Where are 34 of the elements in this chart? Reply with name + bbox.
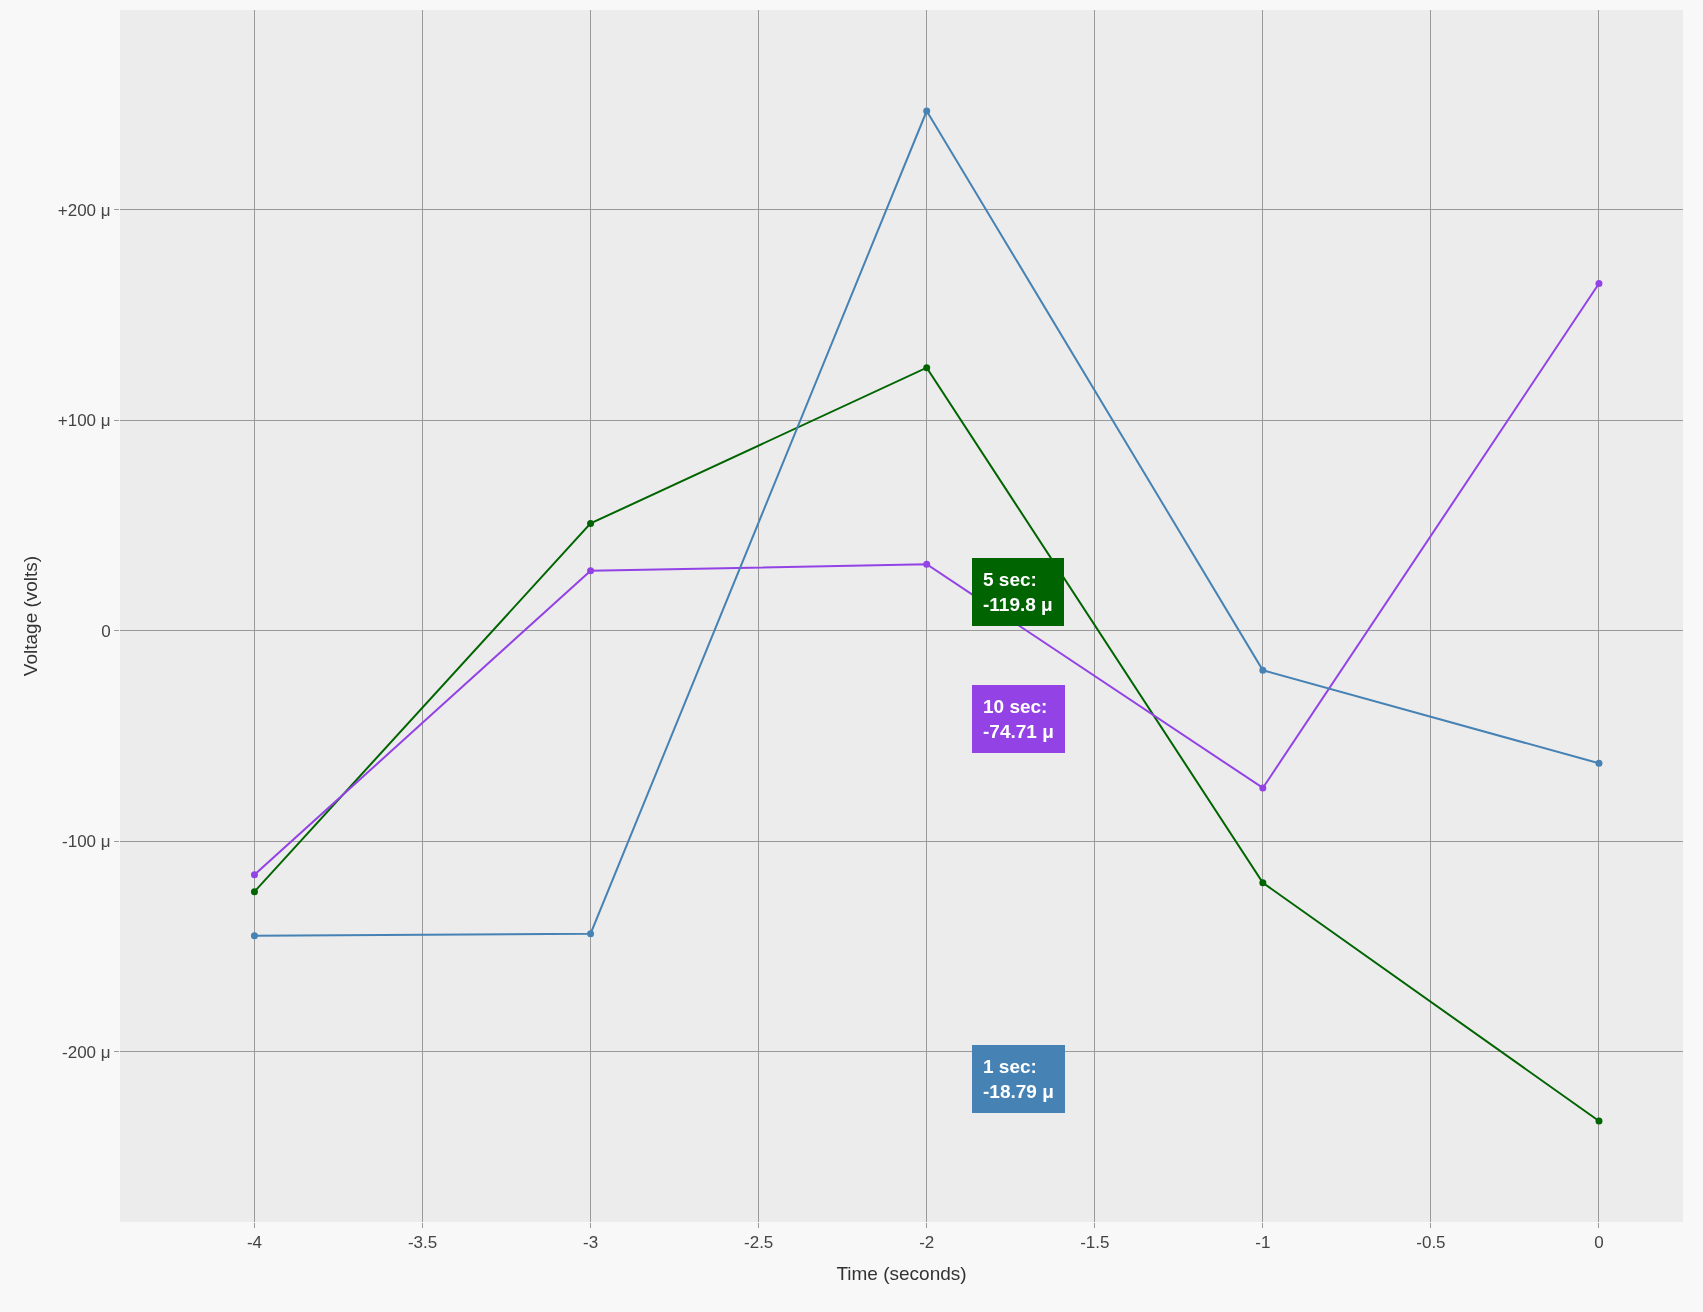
point [1595, 280, 1603, 288]
y-tick-label: +200 μ [57, 200, 111, 220]
point [923, 107, 931, 115]
annotation: 10 sec: -74.71 μ [983, 696, 1054, 742]
x-tick-label: -3 [583, 1233, 599, 1253]
point [923, 364, 931, 372]
annotation: 1 sec: -18.79 μ [983, 1056, 1054, 1102]
point [587, 519, 595, 527]
x-tick-label: -1 [1255, 1233, 1271, 1253]
y-tick-label: 0 [101, 621, 111, 641]
point [250, 888, 258, 896]
point [587, 930, 595, 938]
x-tick-label: -4 [246, 1233, 263, 1253]
point [1259, 666, 1267, 674]
x-tick-label: -2.5 [744, 1233, 774, 1253]
x-tick-label: 0 [1594, 1233, 1604, 1253]
point [1259, 879, 1267, 887]
annotation: 5 sec: -119.8 μ [983, 569, 1053, 615]
y-tick-label: -100 μ [62, 832, 111, 852]
point [587, 567, 595, 575]
x-tick-label: -2 [919, 1233, 935, 1253]
point [250, 871, 258, 879]
x-tick-label: -1.5 [1080, 1233, 1110, 1253]
point [923, 560, 931, 568]
point [250, 932, 258, 940]
x-axis-title: Time (seconds) [836, 1263, 967, 1285]
y-axis-title: Voltage (volts) [19, 555, 41, 677]
y-tick-label: +100 μ [57, 411, 111, 431]
point [1595, 759, 1603, 767]
x-tick-label: -3.5 [407, 1233, 438, 1253]
x-tick-label: -0.5 [1416, 1233, 1446, 1253]
point [1595, 1117, 1603, 1125]
point [1259, 784, 1267, 792]
y-tick-label: -200 μ [62, 1042, 111, 1062]
